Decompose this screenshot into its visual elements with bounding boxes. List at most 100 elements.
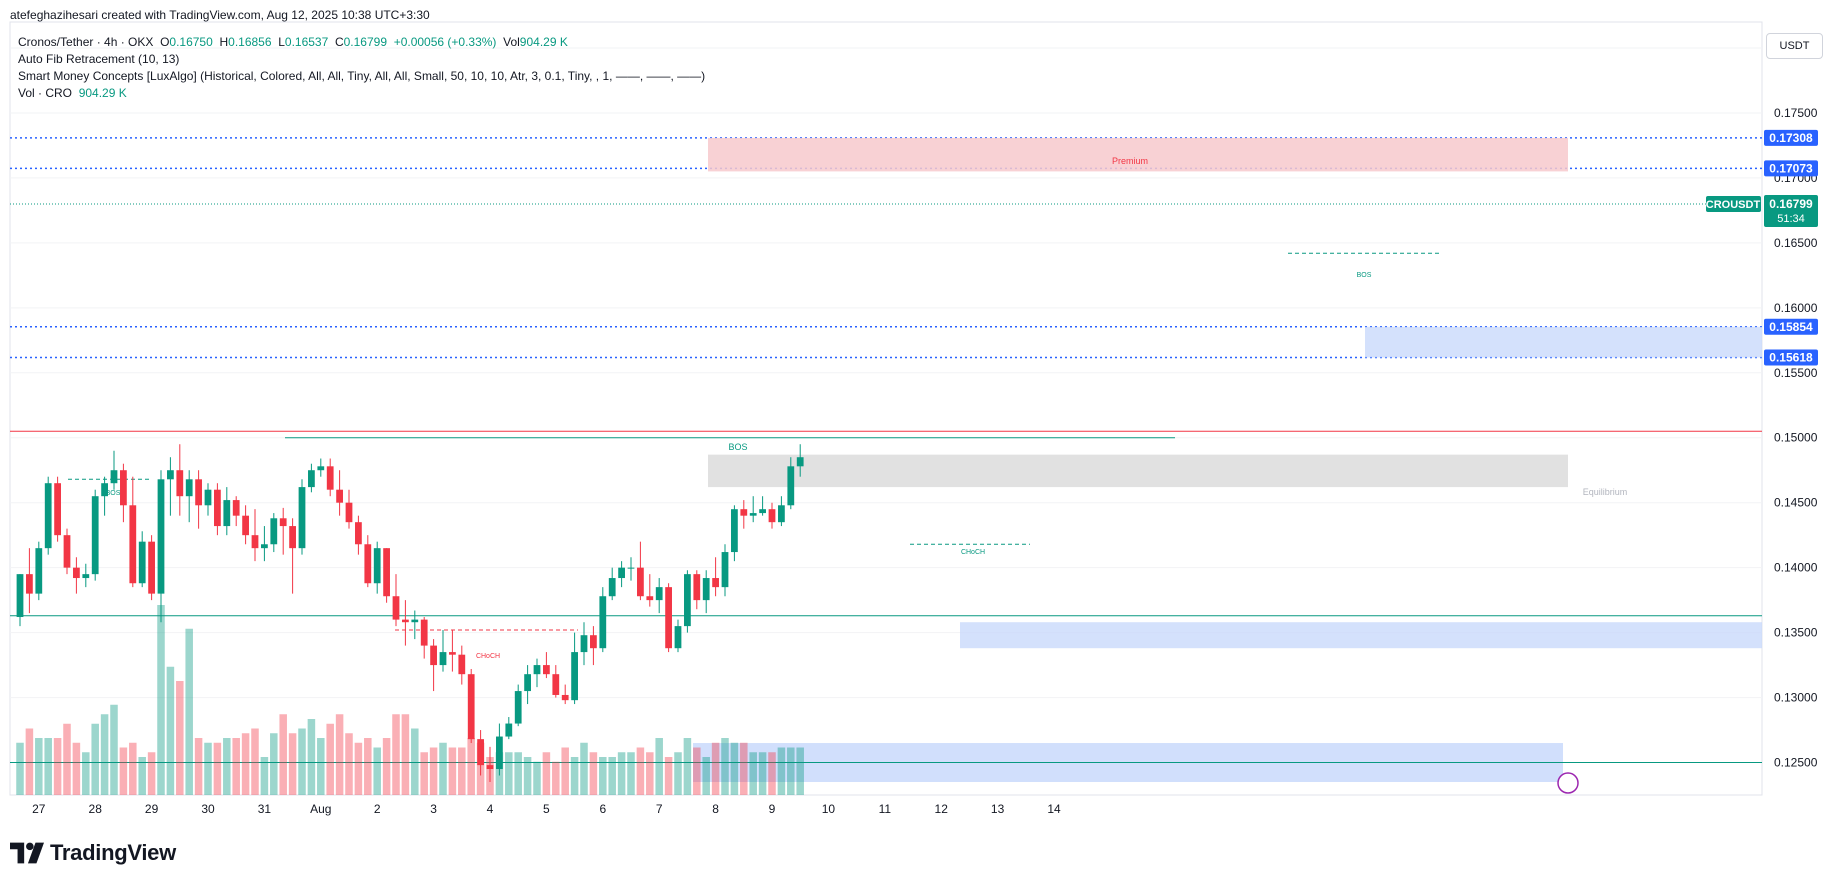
candle-body — [364, 544, 372, 584]
candle-body — [627, 567, 635, 569]
volume-bar — [345, 733, 353, 795]
volume-bar — [373, 747, 381, 795]
candle-body — [336, 489, 343, 503]
candle-body — [298, 487, 306, 549]
volume-bar — [711, 742, 720, 795]
symbol-title[interactable]: Cronos/Tether · 4h · OKX — [18, 35, 154, 49]
volume-bar — [44, 738, 52, 795]
volume-bar — [702, 757, 710, 795]
volume-indicator-label: Vol · CRO — [18, 86, 73, 100]
candle-body — [204, 489, 212, 506]
volume-bar — [288, 733, 297, 795]
x-tick-label: 29 — [145, 802, 159, 816]
tradingview-logo-icon — [10, 842, 44, 864]
open-value: 0.16750 — [169, 35, 213, 49]
volume-bar — [119, 747, 128, 795]
candle-body — [637, 567, 644, 597]
fib-price-label: 0.15618 — [1769, 350, 1813, 364]
candle-body — [524, 674, 531, 692]
volume-bar — [796, 747, 804, 795]
high-value: 0.16856 — [228, 35, 272, 49]
x-tick-label: 5 — [543, 802, 550, 816]
indicator-volume[interactable]: Vol · CRO 904.29 K — [18, 85, 705, 102]
volume-bar — [467, 738, 475, 795]
volume-bar — [683, 738, 692, 795]
volume-label: Vol — [503, 35, 520, 49]
x-tick-label: 28 — [89, 802, 103, 816]
candle-body — [355, 522, 362, 545]
candle-body — [505, 723, 513, 737]
candle-body — [392, 596, 400, 620]
candle-body — [411, 619, 419, 623]
symbol-tag — [1706, 196, 1761, 213]
replay-icon — [1557, 772, 1579, 794]
volume-bar — [580, 742, 588, 795]
indicator-smc[interactable]: Smart Money Concepts [LuxAlgo] (Historic… — [18, 69, 706, 83]
currency-button[interactable]: USDT — [1766, 33, 1823, 59]
candle-body — [26, 574, 33, 594]
x-tick-label: 30 — [201, 802, 215, 816]
candle-body — [449, 652, 456, 655]
candle-body — [383, 548, 390, 597]
indicator-fib[interactable]: Auto Fib Retracement (10, 13) — [18, 52, 180, 66]
x-tick-label: 31 — [258, 802, 272, 816]
volume-bar — [523, 757, 532, 795]
x-tick-label: 2 — [374, 802, 381, 816]
candle-body — [157, 479, 165, 594]
volume-bar — [420, 752, 428, 795]
volume-bar — [317, 738, 325, 795]
volume-bar — [429, 747, 438, 795]
candle-body — [101, 483, 108, 497]
fib-price-tag — [1764, 129, 1818, 146]
y-tick-label: 0.13000 — [1774, 691, 1818, 705]
volume-bar — [354, 742, 363, 795]
volume-bar — [110, 704, 118, 795]
y-tick-label: 0.16000 — [1774, 301, 1818, 315]
countdown-label: 51:34 — [1777, 213, 1805, 225]
candle-body — [82, 574, 90, 579]
current-price-tag — [1764, 195, 1818, 228]
x-tick-label: 4 — [487, 802, 494, 816]
volume-bar — [740, 742, 748, 795]
choch-label: CHoCH — [961, 549, 985, 556]
volume-bar — [335, 714, 344, 795]
candle-body — [420, 619, 428, 646]
y-tick-label: 0.14500 — [1774, 496, 1818, 510]
candle-body — [740, 509, 748, 516]
candle-body — [439, 652, 447, 666]
volume-bar — [401, 714, 410, 795]
candle-body — [655, 587, 663, 601]
candle-body — [618, 567, 625, 579]
volume-bar — [777, 747, 786, 795]
demand-zone-upper — [1365, 326, 1762, 358]
volume-bar — [326, 723, 334, 795]
volume-bar — [533, 761, 541, 795]
fib-price-tag — [1764, 160, 1818, 177]
close-value: 0.16799 — [343, 35, 388, 49]
tradingview-logo[interactable]: TradingView — [10, 840, 176, 866]
symbol-tag-label: CROUSDT — [1706, 199, 1761, 211]
volume-bar — [364, 738, 372, 795]
volume-bar — [758, 752, 767, 795]
high-label: H — [219, 35, 229, 49]
fib-price-label: 0.15854 — [1769, 320, 1813, 334]
candle-body — [195, 479, 202, 506]
candle-body — [138, 541, 146, 584]
volume-bar — [674, 752, 682, 795]
candle-body — [693, 574, 701, 601]
volume-bar — [251, 728, 259, 795]
volume-bar — [505, 752, 513, 795]
candle-body — [721, 552, 729, 588]
candle-body — [373, 548, 381, 584]
volume-bar — [411, 728, 419, 795]
current-price-label: 0.16799 — [1769, 197, 1813, 211]
x-tick-label: 9 — [769, 802, 776, 816]
volume-indicator-value: 904.29 K — [78, 86, 127, 100]
demand-zone-middle — [960, 622, 1762, 649]
volume-bar — [552, 761, 560, 795]
volume-bar — [35, 738, 43, 795]
volume-bar — [627, 752, 635, 795]
volume-bar — [63, 723, 71, 795]
chart-credit: atefeghazihesari created with TradingVie… — [10, 8, 430, 22]
